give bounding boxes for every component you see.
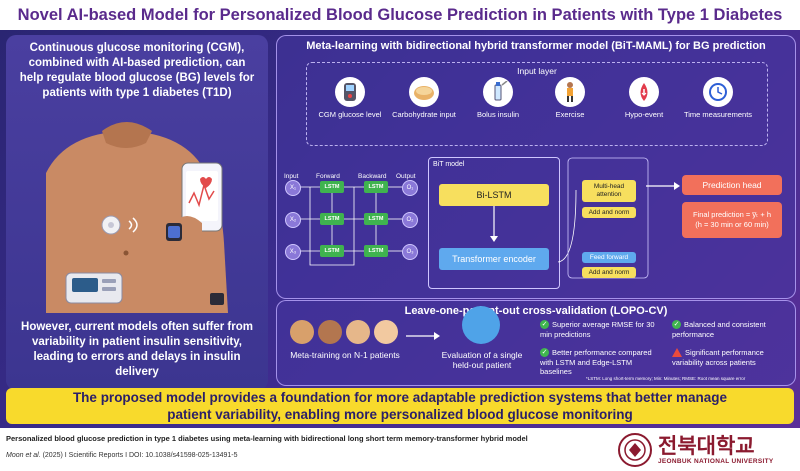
exercise-person-icon [555,77,585,107]
university-name-english: JEONBUK NATIONAL UNIVERSITY [658,458,774,465]
lstm-connectors [299,186,402,266]
result-text: Balanced and consistent performance [672,320,766,339]
input-carbohydrate: Carbohydrate input [389,77,459,143]
lopo-panel: Leave-one-patient-out cross-validation (… [276,300,796,386]
input-node: X₃ [285,244,301,260]
patient-illustration [46,122,228,313]
add-norm-block-2: Add and norm [582,267,636,278]
insulin-vial-icon [483,77,513,107]
page-title: Novel AI-based Model for Personalized Bl… [17,5,783,24]
title-bar: Novel AI-based Model for Personalized Bl… [0,0,800,30]
right-arrow-icon [646,182,680,190]
cgm-meter-icon [335,77,365,107]
evaluation-label: Evaluation of a single held-out patient [441,350,523,370]
citation-authors: Moon et al. [6,452,41,459]
lopo-title: Leave-one-patient-out cross-validation (… [404,305,668,317]
university-logo: 전북대학교 JEONBUK NATIONAL UNIVERSITY [618,430,798,470]
citation-details: (2025) I Scientific Reports I DOI: 10.10… [40,452,238,459]
feed-forward-block: Feed forward [582,252,636,263]
bit-model-box: BiT model Bi-LSTM Transformer encoder [428,157,560,289]
meta-learning-title: Meta-learning with bidirectional hybrid … [306,40,766,52]
backward-lstm-cell: LSTM [364,245,388,257]
patient-avatar-icon [346,320,370,344]
check-icon: ✓ [540,320,549,329]
bilstm-unrolled-diagram: Input Forward Backward Output X₁ X₂ X₃ L… [282,147,422,287]
down-arrow-icon [490,206,498,242]
warning-icon [672,348,682,357]
meta-training-label: Meta-training on N-1 patients [290,350,400,360]
input-label: Exercise [555,110,585,119]
abbreviation-footnote: *LSTM: Long short-term memory; Min: Minu… [586,376,746,381]
result-rmse: ✓ Superior average RMSE for 30 min predic… [540,320,658,339]
forward-lstm-cell: LSTM [320,181,344,193]
input-layer-title: Input layer [517,66,557,76]
conclusion-text: The proposed model provides a foundation… [72,390,728,422]
input-label: Time measurements [683,110,753,119]
smartwatch-icon-2 [210,293,224,305]
bilstm-block: Bi-LSTM [439,184,549,206]
input-layer: Input layer CGM glucose level Carbohydra… [306,62,768,146]
add-norm-block: Add and norm [582,207,636,218]
result-variability: Significant performance variability acro… [672,348,790,367]
horizon-note: (h = 30 min or 60 min) [695,220,769,229]
hypo-drop-icon [629,77,659,107]
cgm-intro-text: Continuous glucose monitoring (CGM), com… [19,42,255,99]
prediction-head-block: Prediction head [682,175,782,195]
patient-avatar-icon [290,320,314,344]
input-cgm: CGM glucose level [315,77,385,143]
patient-avatar-icon [318,320,342,344]
lstm-header-forward: Forward [316,173,340,180]
input-exercise: Exercise [535,77,605,143]
backward-lstm-cell: LSTM [364,181,388,193]
input-label: Bolus insulin [476,110,520,119]
patient-avatar-icon [374,320,398,344]
input-node: X₂ [285,212,301,228]
citation: Moon et al. (2025) I Scientific Reports … [6,452,616,459]
transformer-encoder-block: Transformer encoder [439,248,549,270]
backward-lstm-cell: LSTM [364,213,388,225]
forward-lstm-cell: LSTM [320,213,344,225]
input-bolus: Bolus insulin [463,77,533,143]
final-prediction-formula: Final prediction = y̅ₜ + h [692,210,772,219]
lstm-header-output: Output [396,173,416,180]
conclusion-banner: The proposed model provides a foundation… [6,388,794,424]
input-time: Time measurements [683,77,753,143]
final-prediction-block: Final prediction = y̅ₜ + h (h = 30 min o… [682,202,782,238]
output-node: O₃ [402,244,418,260]
input-label: CGM glucose level [318,110,382,119]
bit-model-title: BiT model [433,161,465,168]
output-node: O₁ [402,180,418,196]
input-label: Carbohydrate input [392,110,456,119]
result-text: Superior average RMSE for 30 min predict… [540,320,655,339]
result-baselines: ✓ Better performance compared with LSTM a… [540,348,664,377]
encoder-connectors [557,157,649,279]
lstm-header-input: Input [284,173,299,180]
input-node: X₁ [285,180,301,196]
infographic: Continuous glucose monitoring (CGM), com… [0,30,800,428]
right-arrow-icon [406,332,440,340]
result-text: Significant performance variability acro… [672,348,764,367]
result-balanced: ✓ Balanced and consistent performance [672,320,790,339]
bread-icon [409,77,439,107]
output-node: O₂ [402,212,418,228]
check-icon: ✓ [672,320,681,329]
check-icon: ✓ [540,348,549,357]
forward-lstm-cell: LSTM [320,245,344,257]
footer: Personalized blood glucose prediction in… [0,428,800,471]
lstm-header-backward: Backward [358,173,387,180]
multi-head-attention-block: Multi-head attention [582,180,636,202]
limitation-text: However, current models often suffer fro… [21,321,253,378]
university-seal-icon [618,433,652,467]
result-text: Better performance compared with LSTM an… [540,348,652,376]
university-name-korean: 전북대학교 [658,434,755,458]
figure-caption: Personalized blood glucose prediction in… [6,434,528,443]
input-label: Hypo-event [624,110,664,119]
clock-icon [703,77,733,107]
left-panel: Continuous glucose monitoring (CGM), com… [6,35,268,390]
held-out-patient-icon [462,306,500,344]
input-hypo: Hypo-event [609,77,679,143]
